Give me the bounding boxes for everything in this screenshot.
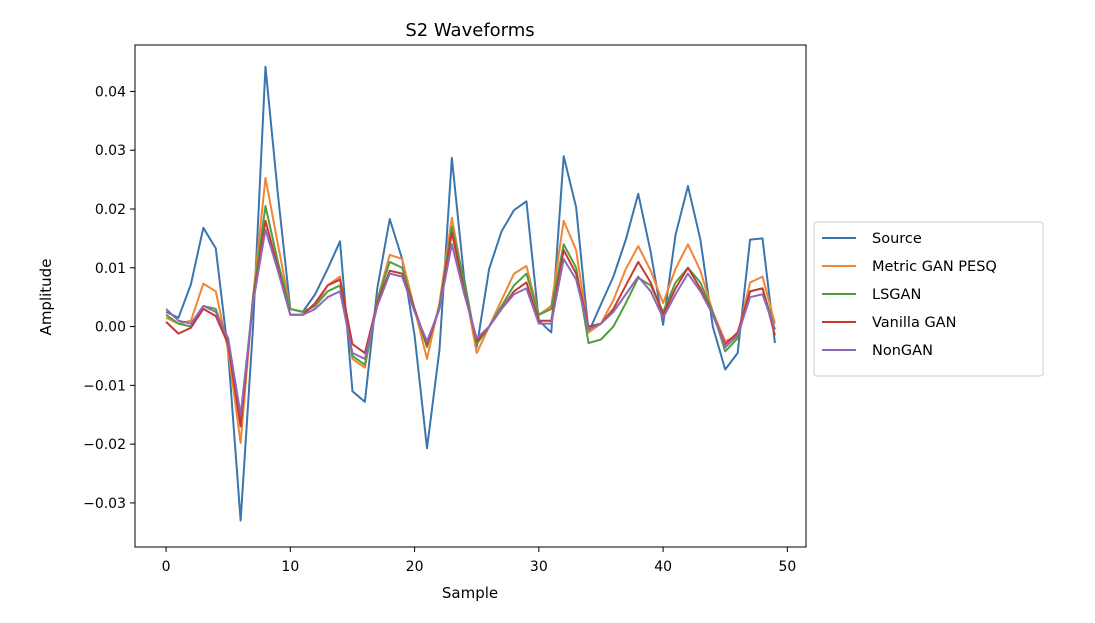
y-tick-label: 0.03 (95, 143, 126, 159)
legend: Source Metric GAN PESQ LSGAN Vanilla GAN Non… (813, 221, 1044, 377)
y-axis-label: Amplitude (37, 259, 55, 336)
x-tick-label: 30 (530, 559, 548, 575)
y-tick-label: 0.01 (95, 261, 126, 277)
legend-label: Source (872, 231, 922, 247)
legend-label: LSGAN (872, 287, 921, 303)
plot-area-frame (134, 44, 807, 548)
x-tick-label: 0 (162, 559, 171, 575)
x-axis-label: Sample (442, 584, 498, 602)
plot-lines (165, 65, 776, 522)
legend-box (813, 221, 1044, 377)
legend-label: Vanilla GAN (872, 315, 956, 331)
y-axis-ticks: −0.03 −0.02 −0.01 0.00 0.01 0.02 0.03 0.04 (83, 84, 135, 512)
x-tick-label: 40 (654, 559, 672, 575)
series-line-nongan (165, 228, 776, 416)
legend-label: NonGAN (872, 343, 933, 359)
x-axis-ticks: 0 10 20 30 40 50 (162, 547, 796, 575)
x-tick-label: 10 (281, 559, 299, 575)
y-tick-label: 0.00 (95, 320, 126, 336)
y-tick-label: 0.02 (95, 202, 126, 218)
y-tick-label: −0.03 (83, 496, 126, 512)
chart-title: S2 Waveforms (405, 20, 534, 41)
legend-label: Metric GAN PESQ (872, 259, 997, 275)
x-tick-label: 50 (778, 559, 796, 575)
y-tick-label: −0.02 (83, 437, 126, 453)
y-tick-label: 0.04 (95, 84, 126, 100)
x-tick-label: 20 (406, 559, 424, 575)
y-tick-label: −0.01 (83, 378, 126, 394)
